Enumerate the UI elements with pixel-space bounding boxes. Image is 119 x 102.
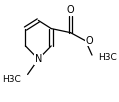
Text: O: O bbox=[86, 36, 93, 46]
Text: O: O bbox=[67, 5, 74, 15]
Text: N: N bbox=[35, 54, 42, 64]
Text: H3C: H3C bbox=[98, 53, 117, 62]
Text: H3C: H3C bbox=[2, 75, 21, 84]
